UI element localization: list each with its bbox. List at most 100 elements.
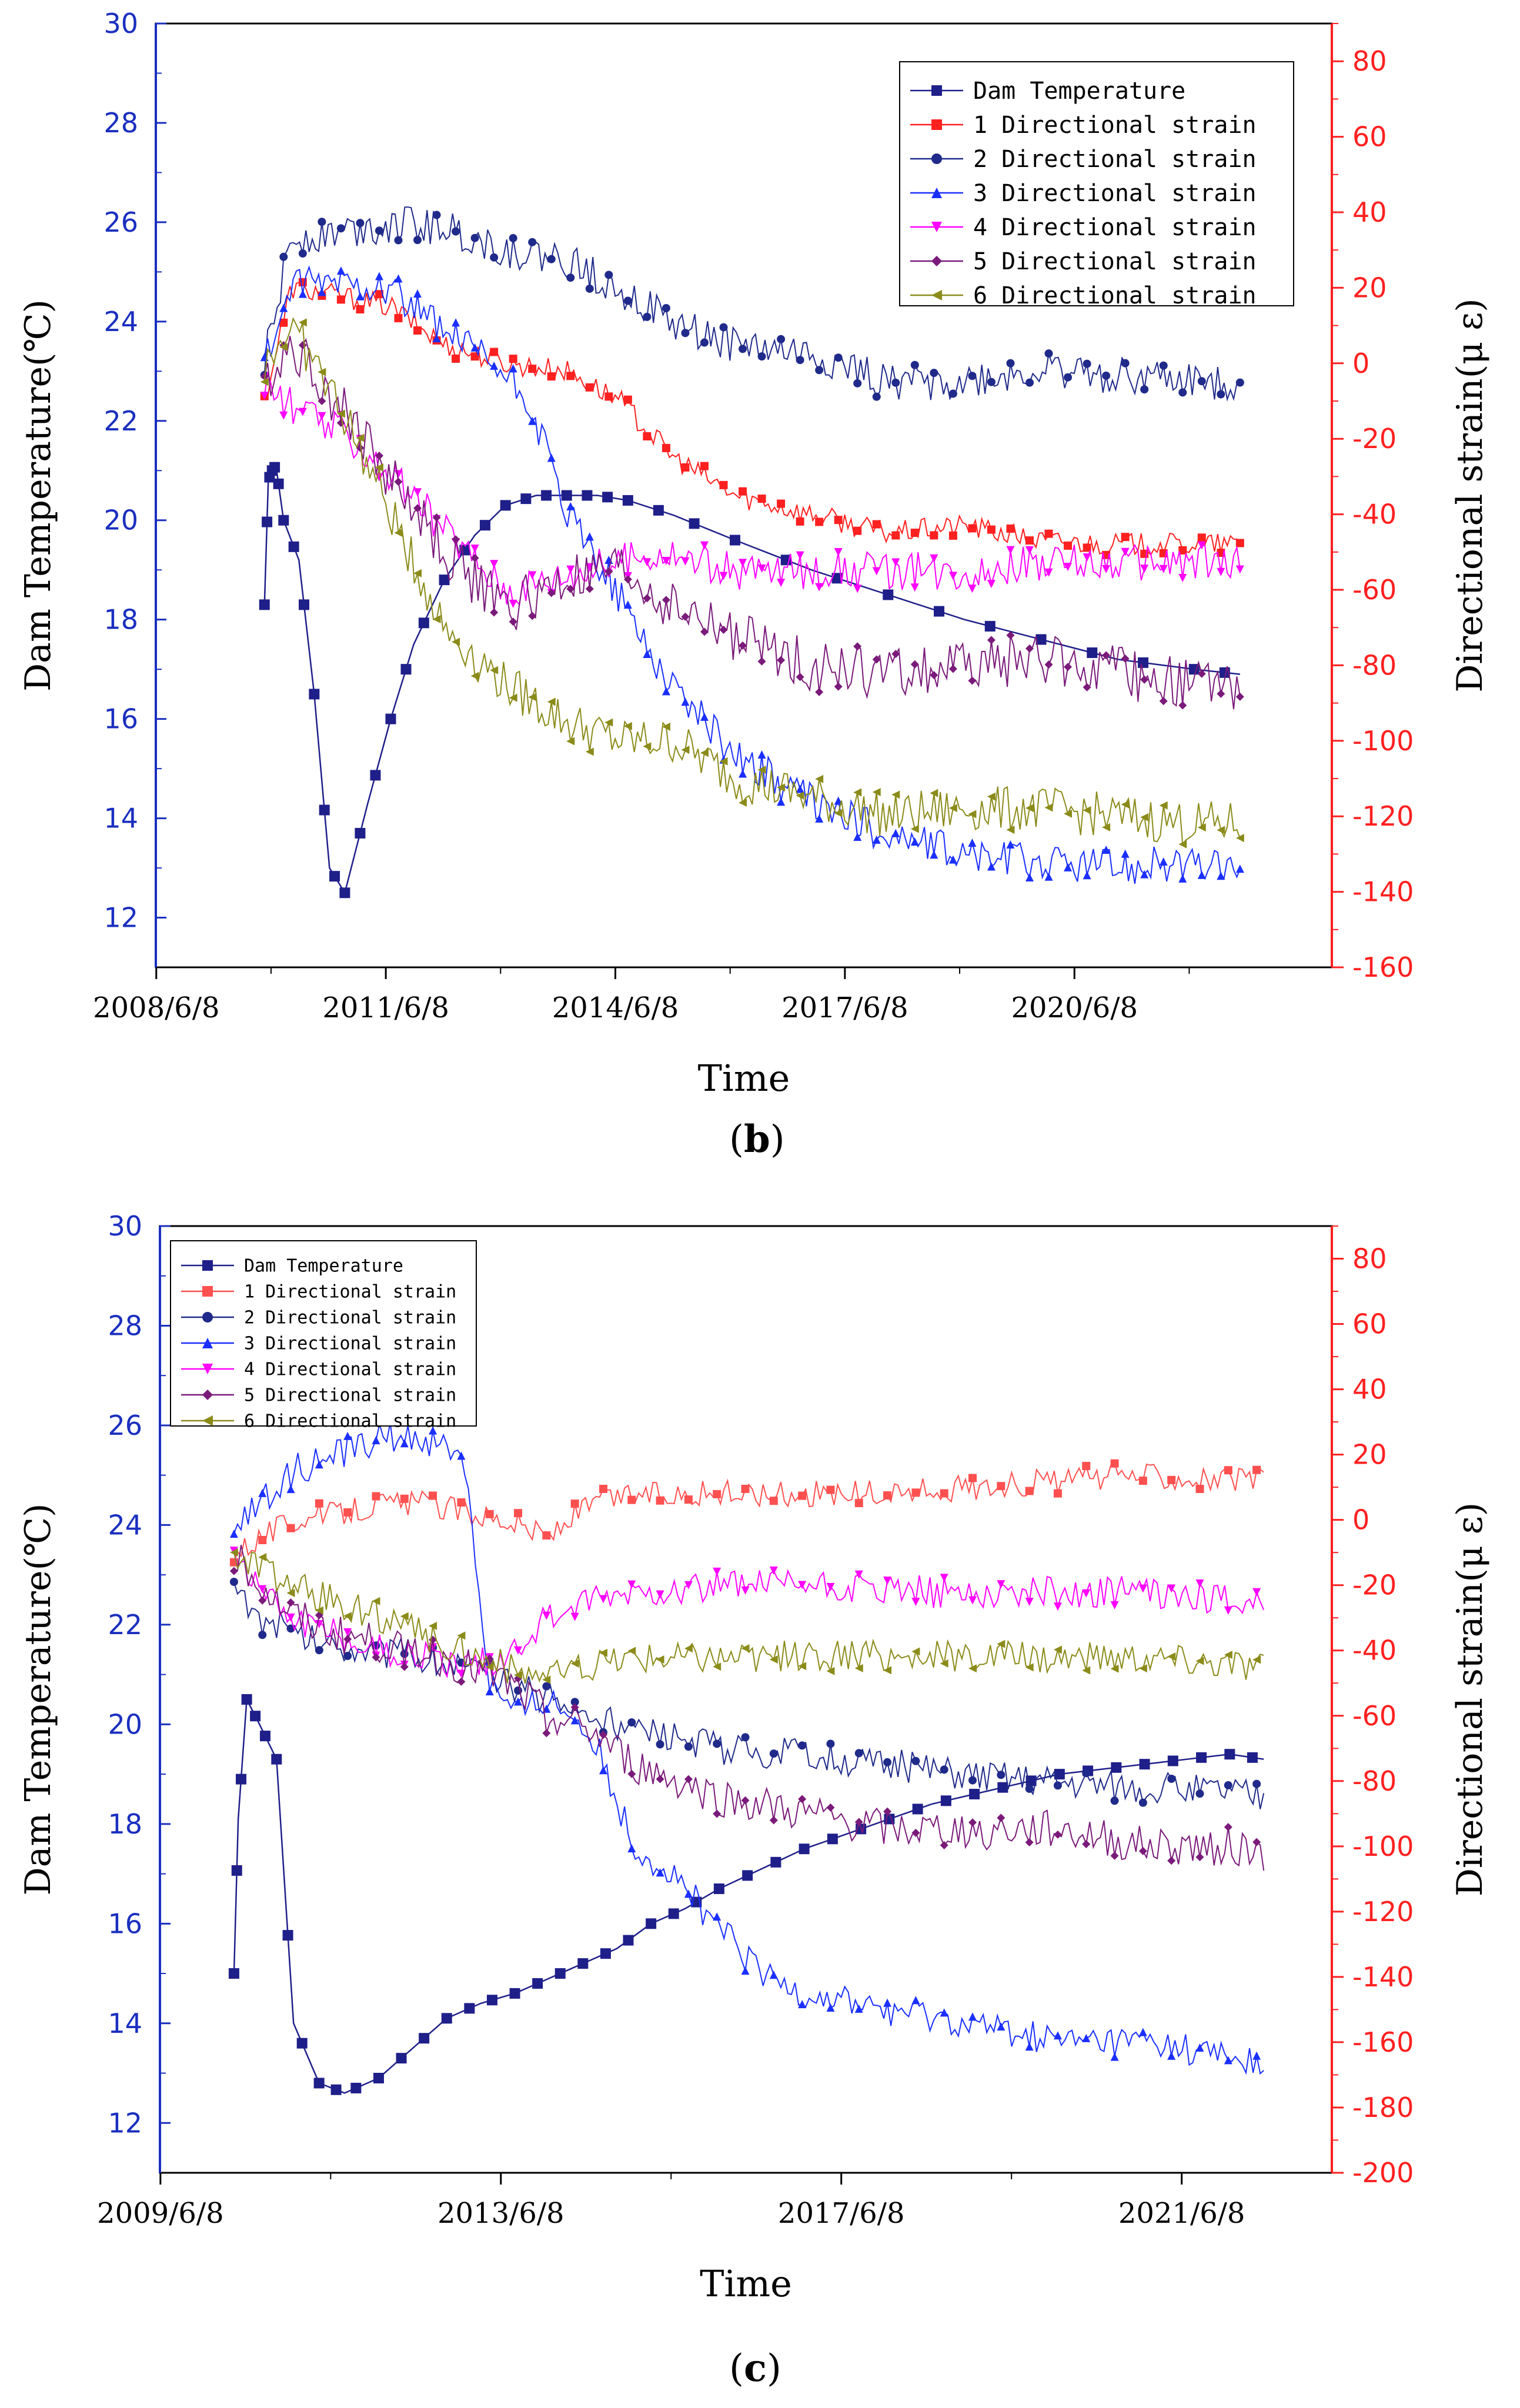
series-marker bbox=[202, 1260, 213, 1271]
series-marker bbox=[1110, 1796, 1119, 1805]
series-marker bbox=[719, 757, 728, 766]
series-marker bbox=[286, 1524, 295, 1532]
series-marker bbox=[485, 1687, 494, 1696]
series-marker bbox=[585, 383, 594, 392]
series-marker bbox=[279, 411, 288, 420]
right-tick-label: 20 bbox=[1352, 1439, 1387, 1471]
series-marker bbox=[464, 2003, 475, 2014]
series-marker bbox=[1053, 1830, 1062, 1839]
series-marker bbox=[968, 524, 977, 533]
series-marker bbox=[1138, 1584, 1147, 1593]
series-marker bbox=[1025, 1784, 1034, 1793]
series-marker bbox=[713, 1912, 721, 1921]
series-marker bbox=[931, 119, 942, 130]
series-marker bbox=[1224, 1781, 1232, 1789]
series-marker bbox=[872, 788, 881, 797]
series-marker bbox=[815, 517, 824, 526]
series-marker bbox=[643, 594, 652, 603]
series-marker bbox=[968, 676, 977, 685]
series-marker bbox=[1197, 669, 1206, 678]
series-marker bbox=[834, 682, 843, 691]
left-tick-label: 30 bbox=[103, 8, 138, 39]
series-marker bbox=[313, 2078, 325, 2089]
right-tick-label: -20 bbox=[1352, 423, 1397, 455]
series-marker bbox=[439, 575, 450, 586]
right-tick-label: 60 bbox=[1352, 121, 1387, 153]
series-marker bbox=[241, 1694, 252, 1705]
x-tick-label: 2008/6/8 bbox=[93, 991, 220, 1024]
series-marker bbox=[470, 554, 479, 563]
right-tick-label: -100 bbox=[1352, 1831, 1414, 1862]
series-marker bbox=[713, 1567, 721, 1576]
series-marker bbox=[441, 2013, 452, 2024]
series-marker bbox=[532, 1978, 543, 1989]
series-marker bbox=[570, 1659, 579, 1668]
series-marker bbox=[948, 855, 957, 864]
series-marker bbox=[796, 673, 804, 682]
series-marker bbox=[1053, 2031, 1062, 2040]
series-marker bbox=[948, 804, 957, 813]
series-marker bbox=[948, 531, 957, 540]
series-marker bbox=[1167, 1856, 1176, 1865]
series-marker bbox=[798, 1662, 807, 1671]
right-axis-label: Directional strain(μ ε) bbox=[1449, 298, 1491, 692]
series-dam-temperature bbox=[259, 462, 1240, 899]
series-marker bbox=[509, 355, 517, 363]
series-marker bbox=[757, 564, 766, 573]
series-marker bbox=[509, 693, 517, 702]
series-marker bbox=[646, 1918, 657, 1929]
series-marker bbox=[911, 1488, 920, 1497]
series-marker bbox=[872, 520, 881, 529]
series-marker bbox=[298, 318, 307, 327]
series-marker bbox=[279, 343, 288, 352]
series-marker bbox=[1044, 803, 1053, 812]
series-marker bbox=[394, 470, 403, 479]
series-marker bbox=[1025, 378, 1034, 387]
series-marker bbox=[931, 188, 942, 198]
series-marker bbox=[432, 614, 441, 623]
series-marker bbox=[315, 1606, 323, 1615]
series-marker bbox=[1167, 2051, 1176, 2060]
series-marker bbox=[1195, 1579, 1204, 1588]
series-marker bbox=[713, 1489, 721, 1498]
series-marker bbox=[343, 1508, 352, 1517]
series-marker bbox=[948, 572, 957, 580]
series-marker bbox=[826, 1803, 835, 1812]
series-marker bbox=[627, 1495, 636, 1504]
left-tick-label: 16 bbox=[108, 1908, 142, 1939]
series-marker bbox=[700, 712, 709, 721]
series-marker bbox=[834, 353, 843, 362]
series-marker bbox=[1252, 1779, 1261, 1788]
series-marker bbox=[229, 1567, 238, 1575]
series-marker bbox=[269, 462, 280, 473]
series-marker bbox=[1006, 826, 1015, 834]
series-marker bbox=[394, 528, 403, 537]
series-marker bbox=[796, 551, 804, 560]
series-marker bbox=[854, 1749, 863, 1758]
legend-entry-label: 4 Directional strain bbox=[244, 1360, 456, 1380]
series-marker bbox=[815, 814, 824, 823]
series-marker bbox=[1102, 565, 1111, 574]
series-marker bbox=[826, 1583, 835, 1592]
series-marker bbox=[987, 862, 995, 871]
series-marker bbox=[570, 1716, 579, 1725]
series-marker bbox=[372, 1492, 380, 1501]
series-marker bbox=[769, 1749, 778, 1758]
series-marker bbox=[202, 1415, 213, 1426]
legend-entry-label: 6 Directional strain bbox=[973, 282, 1257, 309]
series-marker bbox=[1006, 359, 1015, 368]
series-marker bbox=[561, 490, 572, 501]
series-marker bbox=[854, 2004, 863, 2013]
series-marker bbox=[684, 1644, 693, 1653]
series-4-directional-strain bbox=[229, 1547, 1265, 1679]
series-marker bbox=[883, 1998, 892, 2007]
x-tick-label: 2009/6/8 bbox=[97, 2197, 224, 2230]
legend-entry-label: 1 Directional strain bbox=[244, 1282, 456, 1302]
x-tick-label: 2017/6/8 bbox=[781, 991, 908, 1024]
series-marker bbox=[1044, 349, 1053, 358]
legend-entry-label: 2 Directional strain bbox=[973, 146, 1257, 173]
series-marker bbox=[570, 1698, 579, 1706]
x-axis-label: Time bbox=[700, 2262, 792, 2305]
series-marker bbox=[940, 1574, 948, 1582]
